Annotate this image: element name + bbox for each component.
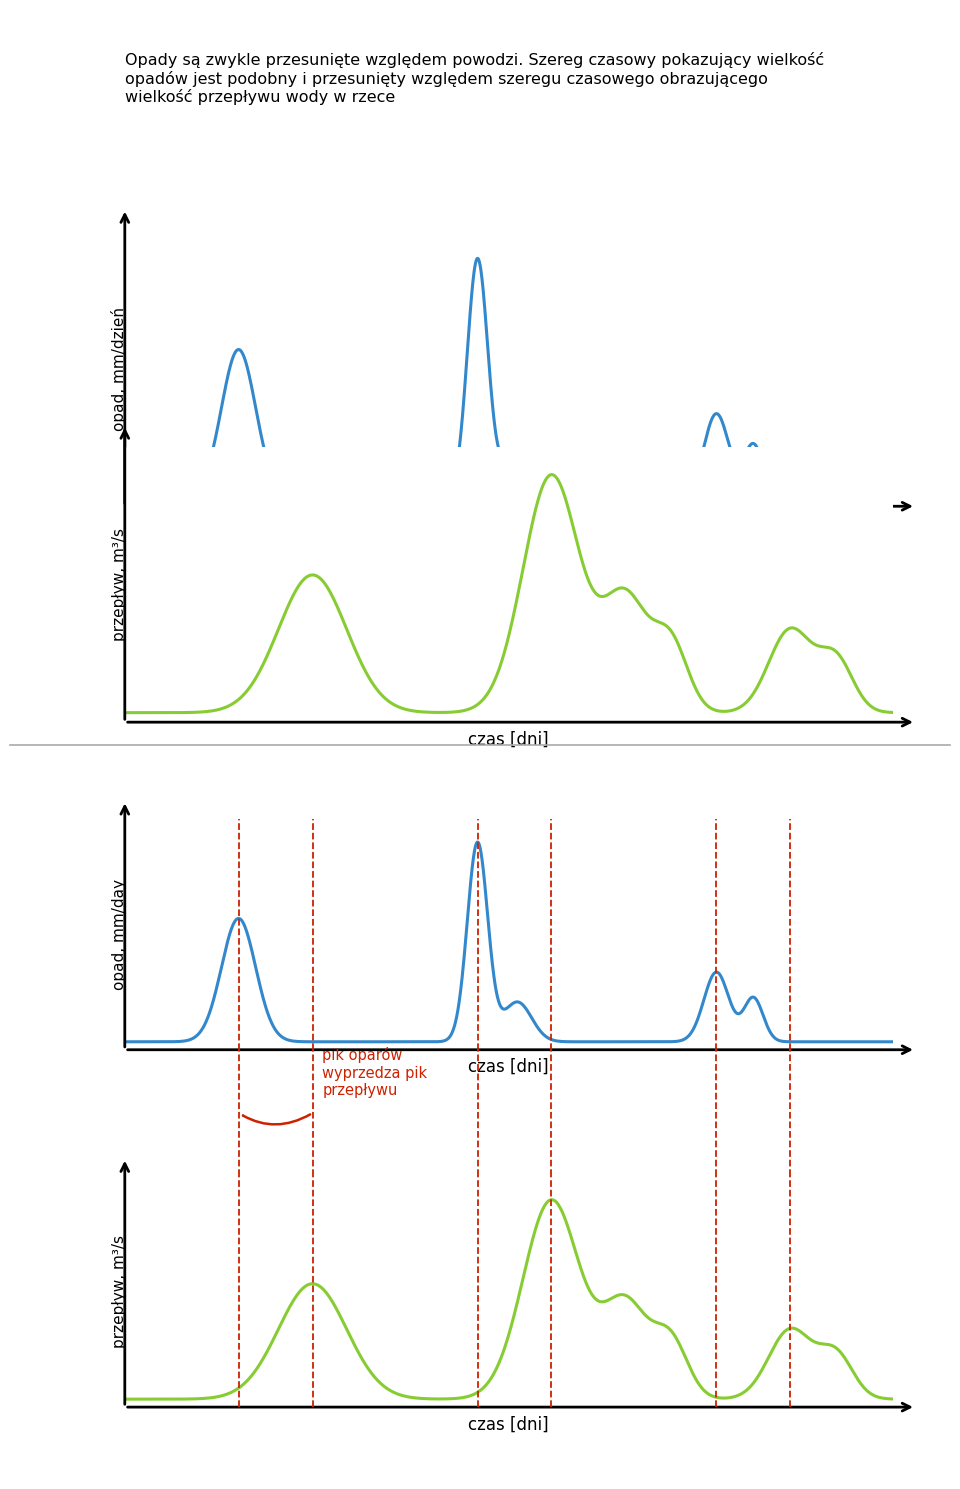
X-axis label: czas [dni]: czas [dni] bbox=[468, 515, 549, 533]
Text: pik oparów
wyprzedza pik
przepływu: pik oparów wyprzedza pik przepływu bbox=[323, 1047, 427, 1099]
Y-axis label: przepływ, m³/s: przepływ, m³/s bbox=[111, 1236, 127, 1348]
X-axis label: czas [dni]: czas [dni] bbox=[468, 1416, 549, 1434]
Y-axis label: opad, mm/dzień: opad, mm/dzień bbox=[111, 307, 128, 430]
Y-axis label: przepływ, m³/s: przepływ, m³/s bbox=[111, 529, 127, 640]
X-axis label: czas [dni]: czas [dni] bbox=[468, 731, 549, 749]
X-axis label: czas [dni]: czas [dni] bbox=[468, 1059, 549, 1077]
Text: Opady są zwykle przesunięte względem powodzi. Szereg czasowy pokazujący wielkość: Opady są zwykle przesunięte względem pow… bbox=[125, 52, 824, 106]
Y-axis label: opad, mm/day: opad, mm/day bbox=[111, 879, 127, 990]
